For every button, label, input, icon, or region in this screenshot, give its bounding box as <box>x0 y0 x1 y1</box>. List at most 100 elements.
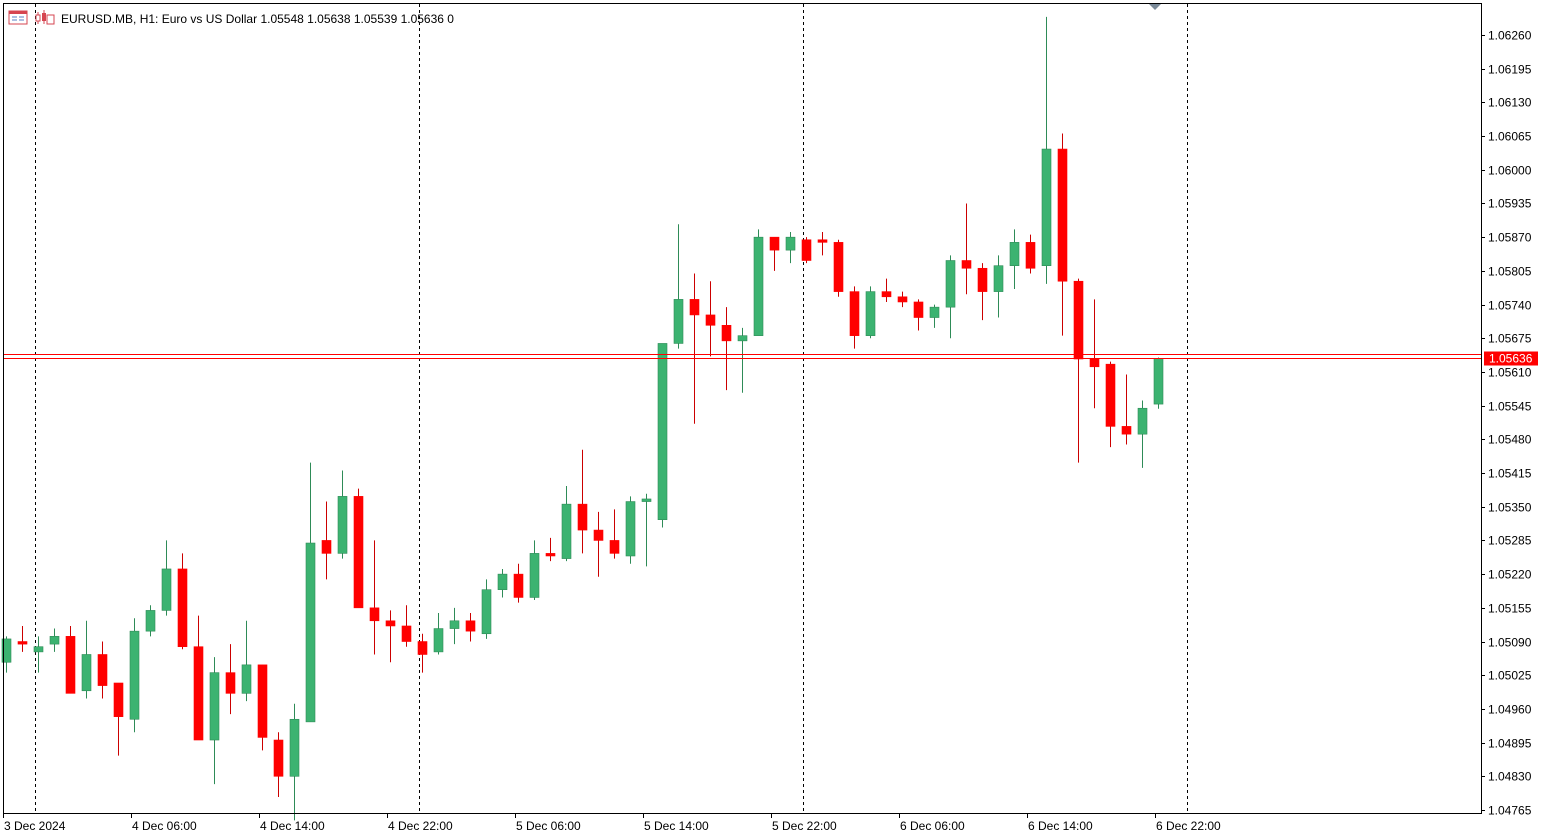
candle[interactable] <box>1025 234 1036 274</box>
candle[interactable] <box>49 628 60 652</box>
bear-candle-body <box>17 641 28 645</box>
candle[interactable] <box>593 511 604 577</box>
candle[interactable] <box>353 488 364 609</box>
bull-candle-body <box>497 573 508 590</box>
candle[interactable] <box>881 278 892 302</box>
candle[interactable] <box>721 307 732 391</box>
candle[interactable] <box>417 633 428 673</box>
candle[interactable] <box>609 509 620 559</box>
candle[interactable] <box>1009 229 1020 290</box>
candle[interactable] <box>145 605 156 637</box>
candle[interactable] <box>481 579 492 639</box>
candle[interactable] <box>513 563 524 603</box>
candle[interactable] <box>1041 16 1052 284</box>
price-tick-label: 1.05155 <box>1488 602 1532 616</box>
candle[interactable] <box>625 496 636 564</box>
candle[interactable] <box>897 291 908 308</box>
bull-candle-body <box>49 636 60 645</box>
candle[interactable] <box>801 237 812 264</box>
candle[interactable] <box>225 644 236 715</box>
candle[interactable] <box>65 625 76 694</box>
candle[interactable] <box>545 537 556 562</box>
candle[interactable] <box>369 540 380 655</box>
time-axis[interactable]: 3 Dec 2024 4 Dec 06:00 4 Dec 14:00 4 Dec 22… <box>3 813 1222 833</box>
candle[interactable] <box>1137 400 1148 468</box>
bear-candle-body <box>849 291 860 336</box>
candle[interactable] <box>33 636 44 673</box>
price-tick-label: 1.05740 <box>1488 299 1532 313</box>
candle[interactable] <box>1121 374 1132 445</box>
chart-shift-marker[interactable] <box>1149 4 1161 10</box>
candle[interactable] <box>577 449 588 554</box>
candle[interactable] <box>913 299 924 331</box>
candle[interactable] <box>785 231 796 264</box>
candle[interactable] <box>945 255 956 339</box>
svg-text:EURUSD.MB, H1: Euro vs US Doll: EURUSD.MB, H1: Euro vs US Dollar 1.05548… <box>61 12 454 26</box>
candle[interactable] <box>1105 361 1116 448</box>
candle[interactable] <box>305 462 316 723</box>
candle[interactable] <box>177 553 188 650</box>
chart-header: EURUSD.MB, H1: Euro vs US Dollar 1.05548… <box>8 10 454 26</box>
candle[interactable] <box>273 732 284 798</box>
candle[interactable] <box>337 470 348 559</box>
candle[interactable] <box>929 304 940 328</box>
candle[interactable] <box>193 615 204 741</box>
candle[interactable] <box>833 239 844 297</box>
candle[interactable] <box>449 607 460 645</box>
bull-candle-body <box>1009 242 1020 266</box>
one-click-trading-icon[interactable] <box>35 10 55 25</box>
bull-candle-body <box>289 718 300 777</box>
price-badge: 1.05636 <box>1484 351 1538 366</box>
price-tick-label: 1.05025 <box>1488 669 1532 683</box>
bear-candle-body <box>193 646 204 741</box>
candle[interactable] <box>257 664 268 751</box>
candle[interactable] <box>769 236 780 271</box>
price-axis[interactable]: 1.06260 1.06195 1.06130 1.06065 1.06000 1.059… <box>1481 29 1532 818</box>
candle[interactable] <box>641 493 652 567</box>
candle[interactable] <box>657 343 668 528</box>
candle[interactable] <box>689 273 700 424</box>
candle[interactable] <box>241 620 252 702</box>
candle[interactable] <box>529 540 540 601</box>
volume-value: 0 <box>447 12 454 26</box>
candle[interactable] <box>817 231 828 256</box>
price-tick-label: 1.05220 <box>1488 568 1532 582</box>
candle[interactable] <box>321 501 332 580</box>
candle[interactable] <box>17 625 28 652</box>
candle[interactable] <box>561 486 572 562</box>
candle[interactable] <box>705 281 716 357</box>
candle[interactable] <box>497 568 508 598</box>
bull-candle-body <box>337 496 348 554</box>
candle[interactable] <box>161 540 172 616</box>
candle[interactable] <box>993 255 1004 318</box>
candles[interactable] <box>1 16 1164 821</box>
candle[interactable] <box>977 263 988 321</box>
price-tick-label: 1.05545 <box>1488 400 1532 414</box>
candle[interactable] <box>97 641 108 699</box>
candle[interactable] <box>385 610 396 663</box>
price-tick-label: 1.05350 <box>1488 501 1532 515</box>
candle[interactable] <box>209 657 220 785</box>
candle[interactable] <box>1153 357 1164 409</box>
candle[interactable] <box>401 605 412 647</box>
bear-candle-body <box>65 636 76 694</box>
candle[interactable] <box>1057 133 1068 336</box>
candle[interactable] <box>673 224 684 349</box>
candle[interactable] <box>865 286 876 339</box>
bear-candle-body <box>273 739 284 777</box>
candle[interactable] <box>465 613 476 642</box>
candle[interactable] <box>1 636 12 673</box>
candle[interactable] <box>737 327 748 393</box>
candle[interactable] <box>753 229 764 336</box>
candle[interactable] <box>129 618 140 733</box>
candle[interactable] <box>961 203 972 295</box>
candle[interactable] <box>289 703 300 821</box>
bear-candle-body <box>321 540 332 554</box>
candle[interactable] <box>81 620 92 699</box>
chart-menu-icon[interactable] <box>8 10 28 25</box>
candle[interactable] <box>113 682 124 756</box>
candle[interactable] <box>849 286 860 349</box>
candle[interactable] <box>433 613 444 655</box>
